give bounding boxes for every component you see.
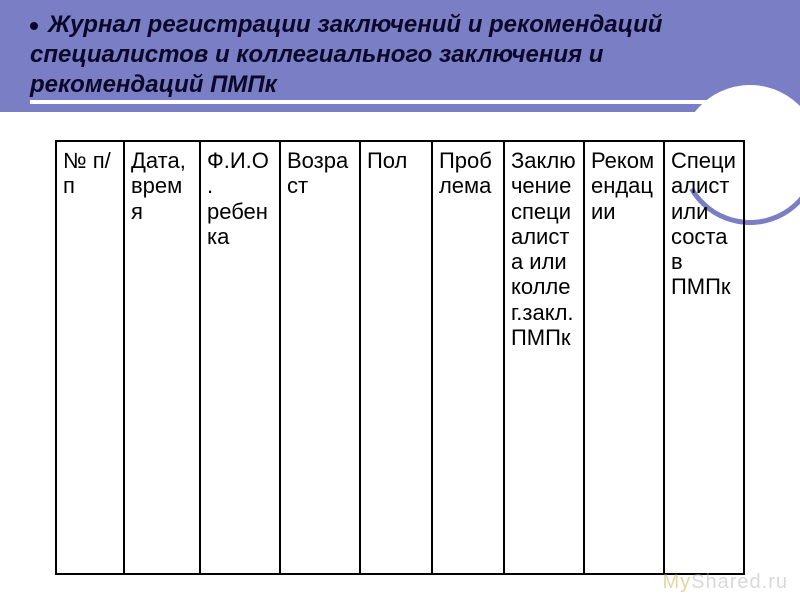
col-date: Дата, время <box>124 141 200 574</box>
watermark: MyShared.ru <box>662 571 788 594</box>
col-number: № п/п <box>56 141 124 574</box>
watermark-suffix: Shared.ru <box>691 571 788 593</box>
col-specialist: Специалист или состав ПМПк <box>664 141 744 574</box>
table-container: № п/п Дата, время Ф.И.О. ребенка Возраст… <box>55 140 745 575</box>
slide-title: Журнал регистрации заключений и рекоменд… <box>30 10 770 100</box>
slide: Журнал регистрации заключений и рекоменд… <box>0 0 800 600</box>
col-problem: Проблема <box>432 141 504 574</box>
col-recommend: Рекомендации <box>584 141 664 574</box>
col-fio: Ф.И.О. ребенка <box>200 141 280 574</box>
title-underline <box>30 100 730 104</box>
title-band: Журнал регистрации заключений и рекоменд… <box>0 0 800 112</box>
table-header-row: № п/п Дата, время Ф.И.О. ребенка Возраст… <box>56 141 744 574</box>
watermark-prefix: My <box>662 571 691 593</box>
register-table: № п/п Дата, время Ф.И.О. ребенка Возраст… <box>55 140 745 575</box>
col-sex: Пол <box>360 141 432 574</box>
col-conclusion: Заключение специалиста или коллег.закл.П… <box>504 141 584 574</box>
col-age: Возраст <box>280 141 360 574</box>
title-text: Журнал регистрации заключений и рекоменд… <box>30 11 662 98</box>
bullet-icon <box>30 22 38 30</box>
